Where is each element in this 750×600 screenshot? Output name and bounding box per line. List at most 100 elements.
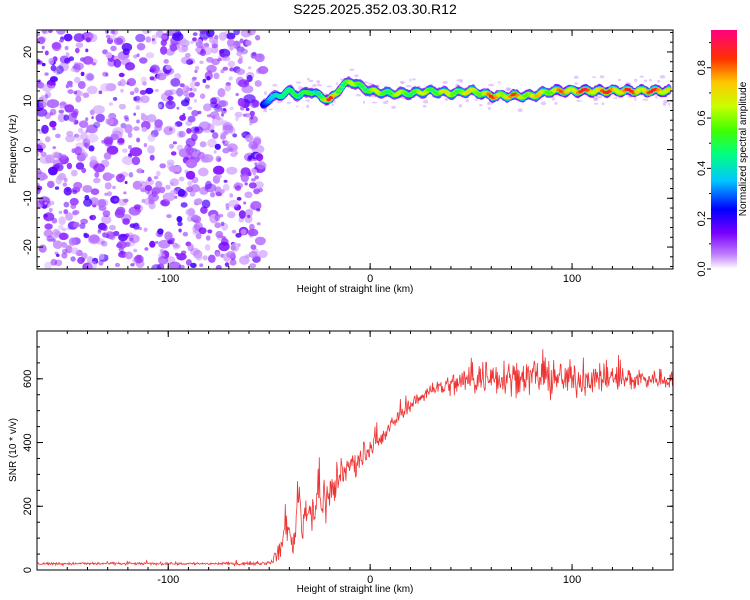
noise-speck xyxy=(84,72,95,82)
noise-speck xyxy=(186,215,193,222)
noise-speck xyxy=(38,244,47,253)
noise-speck xyxy=(254,162,258,166)
noise-speck xyxy=(64,57,71,64)
x-tick-label: 0 xyxy=(367,574,373,586)
noise-speck xyxy=(232,133,238,138)
noise-speck xyxy=(191,110,199,117)
noise-speck xyxy=(250,244,257,250)
noise-speck xyxy=(178,46,187,53)
noise-speck xyxy=(122,148,128,153)
noise-speck xyxy=(254,175,260,180)
noise-speck xyxy=(151,264,162,269)
noise-speck xyxy=(215,252,221,257)
noise-speck xyxy=(73,91,78,95)
noise-speck xyxy=(249,263,257,269)
noise-speck xyxy=(192,151,199,158)
noise-speck xyxy=(185,137,196,147)
noise-speck xyxy=(41,174,48,180)
noise-speck xyxy=(187,243,194,252)
noise-speck xyxy=(412,78,416,81)
colorbar: 0.0 0.2 0.4 0.6 0.8 Normalized spectral ampl… xyxy=(696,30,749,277)
noise-speck xyxy=(257,66,269,75)
noise-speck xyxy=(149,154,155,161)
noise-speck xyxy=(249,121,253,126)
noise-speck xyxy=(218,32,227,41)
noise-speck xyxy=(163,59,169,64)
noise-speck xyxy=(245,113,251,118)
noise-speck xyxy=(182,85,190,93)
noise-speck xyxy=(136,43,146,51)
noise-speck xyxy=(58,224,64,230)
noise-speck xyxy=(41,30,49,35)
noise-speck xyxy=(133,126,140,131)
noise-speck xyxy=(185,159,198,169)
noise-speck xyxy=(206,64,217,73)
noise-speck xyxy=(129,147,143,157)
noise-speck xyxy=(235,116,239,122)
noise-speck xyxy=(124,180,128,185)
noise-speck xyxy=(159,163,166,169)
noise-speck xyxy=(124,117,130,122)
noise-speck xyxy=(162,192,176,202)
noise-speck xyxy=(214,222,222,229)
noise-speck xyxy=(55,176,63,185)
noise-speck xyxy=(190,262,197,268)
noise-speck xyxy=(335,82,339,86)
y-tick-label: 0 xyxy=(22,567,34,573)
noise-speck xyxy=(51,41,62,52)
noise-speck xyxy=(145,87,154,95)
noise-speck xyxy=(198,227,207,235)
noise-speck xyxy=(184,52,191,58)
noise-speck xyxy=(146,114,157,123)
noise-speck xyxy=(349,68,355,72)
noise-speck xyxy=(618,78,622,82)
noise-speck xyxy=(123,115,129,120)
noise-speck xyxy=(78,148,86,155)
x-tick-label: 100 xyxy=(563,273,581,285)
noise-speck xyxy=(77,81,86,89)
noise-speck xyxy=(80,131,88,141)
noise-speck xyxy=(54,186,60,190)
noise-speck xyxy=(58,216,66,226)
noise-speck xyxy=(662,102,667,106)
noise-speck xyxy=(202,78,207,83)
noise-speck xyxy=(247,214,251,219)
noise-speck xyxy=(88,234,100,244)
ridge-peak xyxy=(423,90,428,94)
noise-speck xyxy=(110,45,117,52)
noise-speck xyxy=(170,189,177,195)
noise-speck xyxy=(109,224,116,231)
noise-speck xyxy=(244,182,248,186)
noise-speck xyxy=(218,241,230,252)
noise-speck xyxy=(226,32,236,40)
noise-speck xyxy=(72,221,80,228)
noise-speck xyxy=(73,181,83,190)
noise-speck xyxy=(157,228,164,235)
noise-speck xyxy=(90,188,100,195)
noise-speck xyxy=(256,161,266,170)
noise-speck xyxy=(59,232,69,240)
noise-speck xyxy=(73,133,80,138)
noise-speck xyxy=(53,69,57,73)
ridge-peak xyxy=(338,87,343,91)
noise-speck xyxy=(187,180,193,187)
noise-speck xyxy=(231,229,237,234)
noise-speck xyxy=(98,90,103,95)
noise-speck xyxy=(123,191,127,195)
noise-speck xyxy=(251,178,256,182)
noise-speck xyxy=(127,132,133,139)
noise-speck xyxy=(63,201,70,208)
noise-speck xyxy=(458,104,463,108)
noise-speck xyxy=(226,143,238,153)
noise-speck xyxy=(147,145,156,154)
noise-speck xyxy=(41,62,46,67)
noise-speck xyxy=(62,182,68,187)
noise-speck xyxy=(138,180,145,185)
noise-speck xyxy=(109,34,117,40)
spectrogram-ridge xyxy=(260,76,672,110)
noise-speck xyxy=(71,169,78,177)
noise-speck xyxy=(85,37,92,43)
noise-speck xyxy=(148,193,160,202)
noise-speck xyxy=(220,69,225,74)
noise-speck xyxy=(592,76,597,78)
